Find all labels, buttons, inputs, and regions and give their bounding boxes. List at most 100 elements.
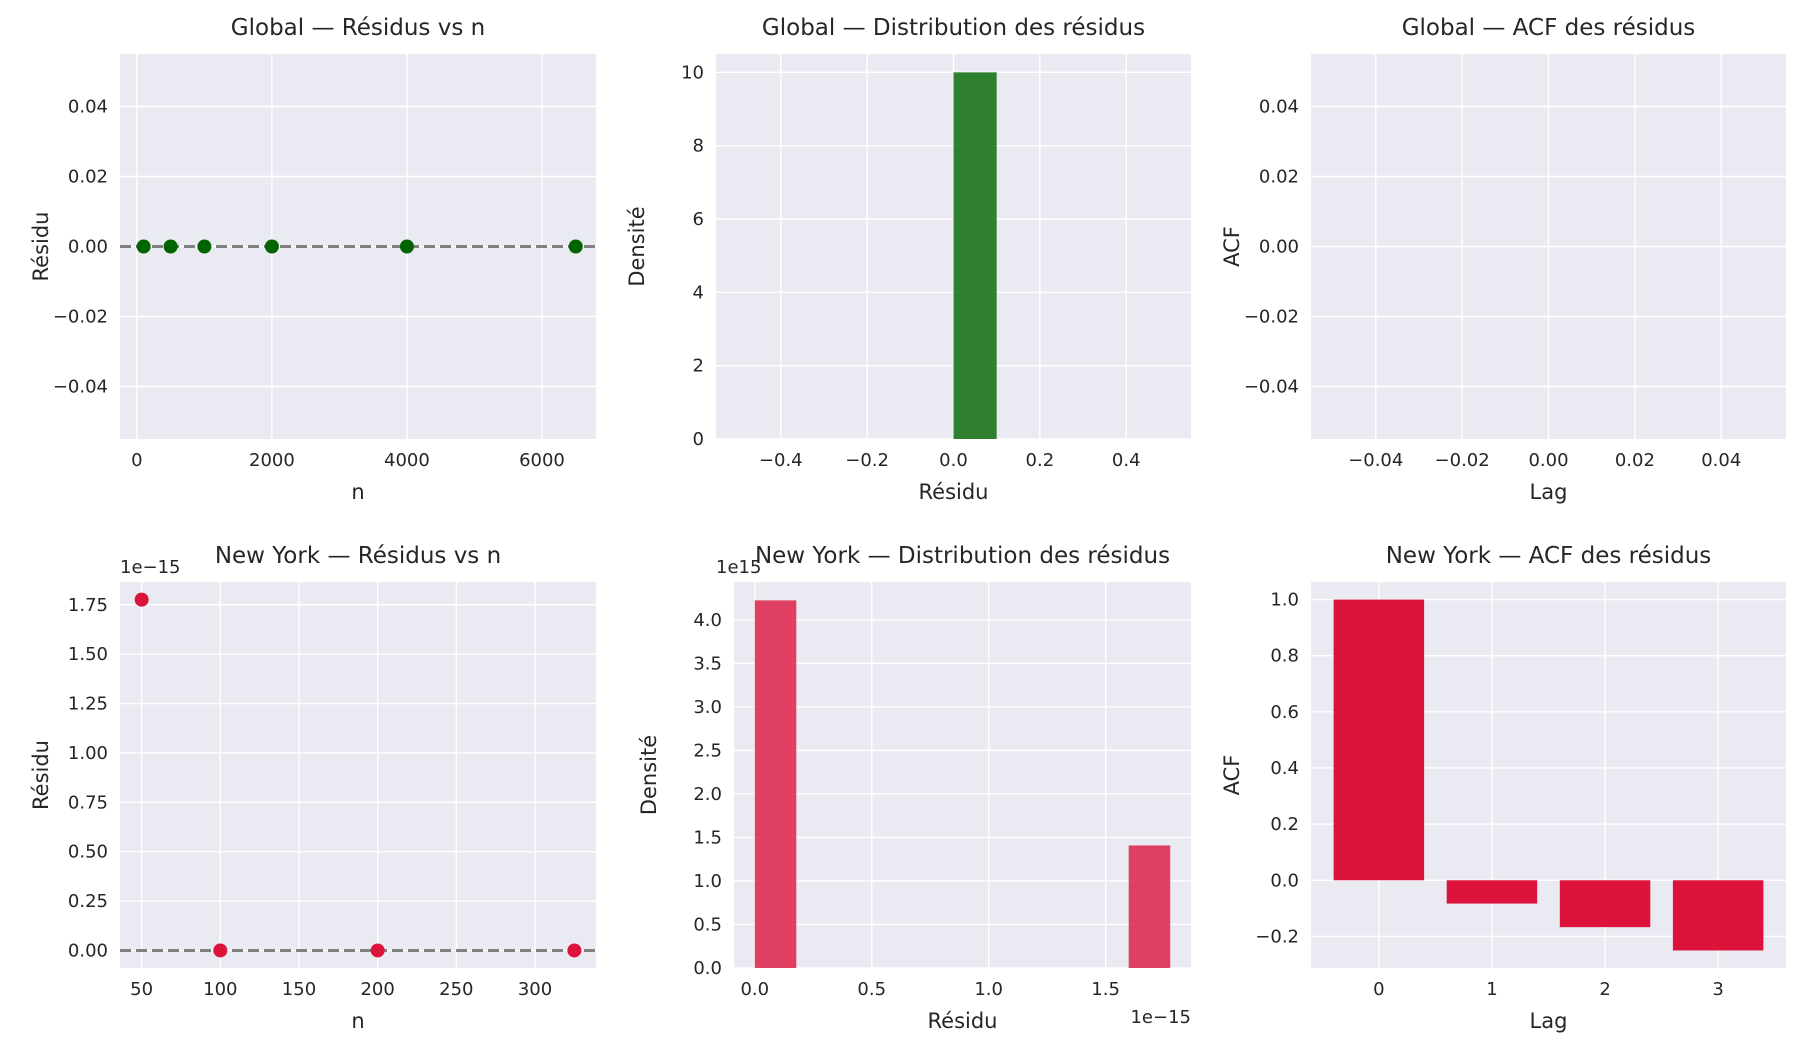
- y-tick-label: 0.0: [693, 958, 722, 979]
- y-tick-label: 1.0: [693, 871, 722, 892]
- y-tick-label: 0.00: [1259, 237, 1299, 258]
- y-tick-label: 0.00: [68, 237, 108, 258]
- x-tick-label: 0.02: [1615, 450, 1655, 471]
- bar: [953, 72, 997, 439]
- global_resid-chart: 0 2000 4000 6000 −0.04 −0.02 0.00 0.02 0.04 Globa…: [29, 15, 596, 504]
- x-tick-label: 0.2: [1026, 450, 1055, 471]
- ny_acf-chart: 0 1 2 3 −0.2 0.0 0.2 0.4 0.6 0.8 1.0 New York — ACF…: [1220, 543, 1786, 1033]
- x-axis-label: n: [351, 1009, 364, 1033]
- x-axis-label: Lag: [1530, 480, 1568, 504]
- y-tick-label: 0.00: [68, 940, 108, 961]
- y-tick-label: 8: [693, 136, 704, 157]
- x-tick-label: 1: [1486, 979, 1497, 1000]
- chart-title: Global — ACF des résidus: [1402, 15, 1696, 41]
- y-tick-label: 2.5: [693, 740, 722, 761]
- y-tick-label: 0.5: [693, 914, 722, 935]
- data-point: [399, 239, 414, 254]
- x-tick-label: 3: [1712, 979, 1723, 1000]
- x-tick-label: 0.5: [857, 979, 886, 1000]
- y-tick-label: 3.0: [693, 697, 722, 718]
- y-tick-label: 0: [693, 429, 704, 450]
- y-tick-label: −0.04: [1244, 377, 1299, 398]
- x-tick-label: 0.00: [1528, 450, 1568, 471]
- bar: [754, 600, 797, 968]
- x-tick-label: −0.02: [1435, 450, 1490, 471]
- x-axis-label: n: [351, 480, 364, 504]
- y-tick-label: 0.8: [1270, 646, 1299, 667]
- data-point: [567, 943, 582, 958]
- x-tick-label: 1.5: [1091, 979, 1120, 1000]
- y-tick-label: −0.02: [1244, 307, 1299, 328]
- plot-area: [734, 582, 1191, 968]
- y-offset-label: 1e−15: [120, 557, 181, 578]
- plot-area: [120, 582, 596, 968]
- bar: [1672, 880, 1764, 951]
- x-tick-label: 0.04: [1701, 450, 1741, 471]
- global_acf-chart: −0.04 −0.02 0.00 0.02 0.04 −0.04 −0.02 0.00 0.02…: [1220, 15, 1786, 504]
- y-tick-label: 0.04: [1259, 97, 1299, 118]
- y-axis-label: Résidu: [29, 740, 53, 810]
- y-tick-label: 1.25: [68, 694, 108, 715]
- y-axis-label: ACF: [1220, 755, 1244, 796]
- y-tick-label: 0.02: [68, 167, 108, 188]
- y-tick-label: 0.0: [1270, 870, 1299, 891]
- x-tick-label: 0: [131, 450, 142, 471]
- y-axis-label: Résidu: [29, 212, 53, 282]
- y-tick-label: 1.75: [68, 595, 108, 616]
- y-tick-label: 0.75: [68, 792, 108, 813]
- chart-title: Global — Résidus vs n: [231, 15, 485, 41]
- x-axis-label: Résidu: [928, 1009, 998, 1033]
- x-tick-label: 250: [439, 979, 473, 1000]
- ny_resid-chart: 50 100 150 200 250 300 0.00 0.25 0.50 0.75 1.00 1.2…: [29, 543, 596, 1033]
- x-tick-label: 2: [1599, 979, 1610, 1000]
- x-tick-label: 0.0: [740, 979, 769, 1000]
- y-tick-label: −0.02: [53, 307, 108, 328]
- data-point: [568, 239, 583, 254]
- y-tick-label: 0.02: [1259, 167, 1299, 188]
- global_hist-chart: −0.4 −0.2 0.0 0.2 0.4 0 2 4 6 8 10 Global — Distrib…: [625, 15, 1191, 504]
- data-point: [213, 943, 228, 958]
- y-tick-label: 6: [693, 209, 704, 230]
- x-tick-label: 200: [360, 979, 394, 1000]
- y-tick-label: 0.6: [1270, 702, 1299, 723]
- bar: [1446, 880, 1538, 904]
- y-tick-label: 4: [693, 282, 704, 303]
- data-point: [163, 239, 178, 254]
- bar: [1128, 845, 1171, 968]
- x-tick-label: 0.4: [1112, 450, 1141, 471]
- x-tick-label: 50: [130, 979, 153, 1000]
- x-axis-label: Lag: [1530, 1009, 1568, 1033]
- bar: [1333, 599, 1425, 881]
- x-tick-label: 0.0: [939, 450, 968, 471]
- y-tick-label: 1.5: [693, 827, 722, 848]
- y-tick-label: 4.0: [693, 610, 722, 631]
- x-tick-label: 100: [203, 979, 237, 1000]
- x-tick-label: −0.4: [759, 450, 803, 471]
- y-tick-label: 2.0: [693, 784, 722, 805]
- x-tick-label: −0.2: [845, 450, 889, 471]
- y-tick-label: 0.4: [1270, 758, 1299, 779]
- ny_hist-chart: 0.0 0.5 1.0 1.5 0.0 0.5 1.0 1.5 2.0 2.5 3.0 3.5 4.0 N…: [637, 543, 1191, 1033]
- data-point: [197, 239, 212, 254]
- chart-title: New York — Résidus vs n: [215, 543, 501, 569]
- y-tick-label: 0.2: [1270, 814, 1299, 835]
- chart-title: New York — ACF des résidus: [1386, 543, 1712, 569]
- x-tick-label: 4000: [384, 450, 430, 471]
- y-axis-label: ACF: [1220, 226, 1244, 267]
- x-tick-label: 300: [518, 979, 552, 1000]
- x-axis-label: Résidu: [919, 480, 989, 504]
- bar: [1559, 880, 1651, 928]
- x-offset-label: 1e−15: [1130, 1007, 1191, 1028]
- y-tick-label: −0.04: [53, 377, 108, 398]
- y-axis-label: Densité: [637, 735, 661, 815]
- chart-title: New York — Distribution des résidus: [755, 543, 1170, 569]
- y-tick-label: 1.0: [1270, 590, 1299, 611]
- y-offset-label: 1e15: [716, 557, 761, 578]
- x-tick-label: 0: [1373, 979, 1384, 1000]
- data-point: [370, 943, 385, 958]
- y-axis-label: Densité: [625, 206, 649, 286]
- y-tick-label: 0.25: [68, 891, 108, 912]
- y-tick-label: −0.2: [1255, 926, 1299, 947]
- y-tick-label: 3.5: [693, 653, 722, 674]
